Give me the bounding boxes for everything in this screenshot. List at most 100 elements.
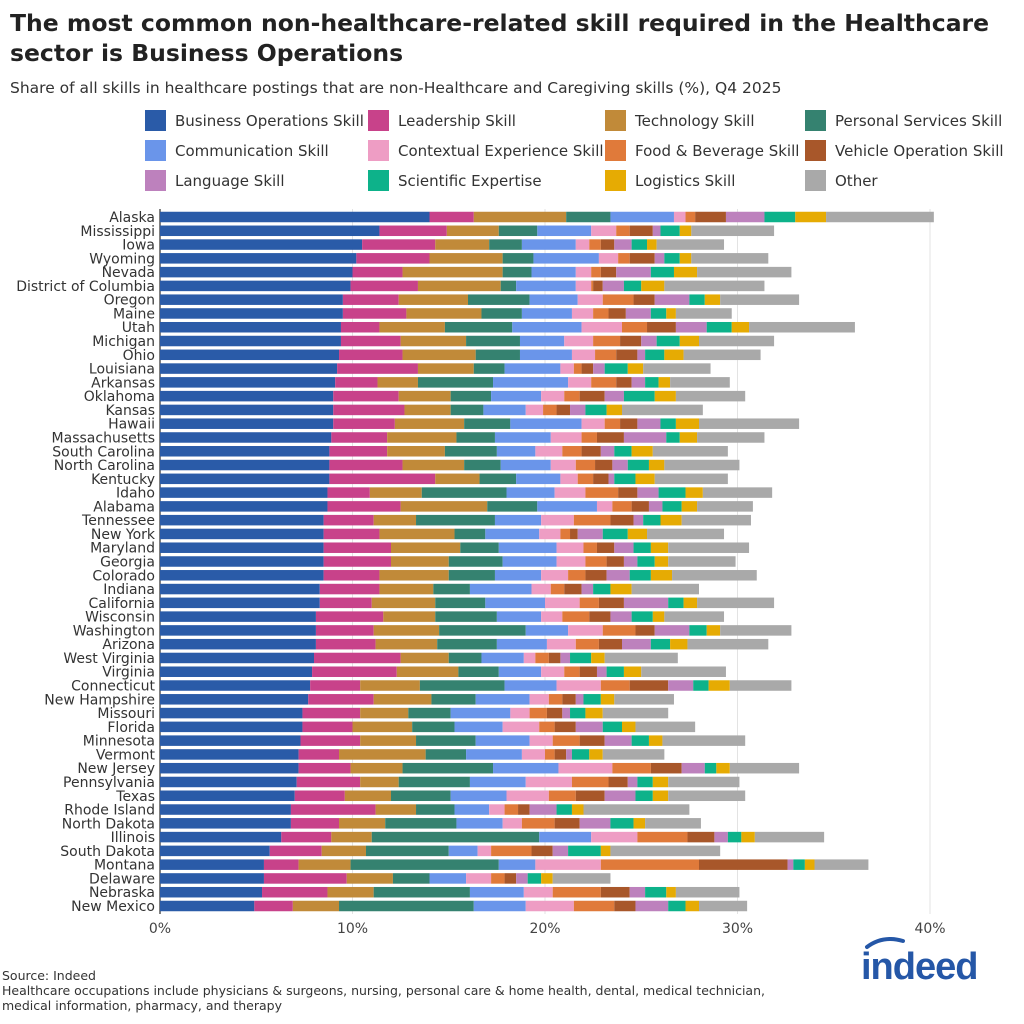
bar-segment (623, 666, 642, 677)
bar-segment (375, 638, 438, 650)
bar-segment (637, 349, 646, 361)
bar-segment (521, 818, 555, 829)
bar-segment (327, 501, 401, 512)
bar-segment (643, 363, 711, 374)
bar-segment (699, 418, 800, 429)
bar-segment (475, 694, 530, 705)
bar-segment (416, 735, 476, 746)
bar-segment (160, 459, 330, 471)
bar-segment (654, 556, 669, 567)
bar-segment (647, 528, 725, 540)
bar-segment (575, 694, 584, 705)
bar-segment (323, 542, 391, 553)
bar-segment (290, 804, 376, 815)
bar-segment (531, 266, 576, 278)
bar-segment (727, 831, 742, 843)
bar-segment (350, 762, 403, 774)
bar-segment (560, 363, 574, 374)
bar-segment (729, 762, 800, 774)
bar-segment (602, 625, 636, 636)
legend-swatch (805, 110, 826, 131)
bar-segment (339, 749, 426, 760)
bar-segment (629, 570, 651, 581)
bar-segment (392, 873, 430, 884)
bar-segment (500, 280, 517, 292)
bar-segment (429, 253, 503, 264)
bar-segment (406, 308, 482, 319)
bar-segment (360, 680, 420, 691)
bar-segment (502, 253, 534, 264)
bar-segment (616, 266, 651, 278)
bar-segment (741, 831, 755, 843)
legend-swatch (605, 110, 626, 131)
bar-segment (160, 735, 301, 746)
bar-segment (679, 432, 698, 443)
bar-segment (429, 211, 474, 223)
chart-subtitle: Share of all skills in healthcare postin… (10, 79, 782, 97)
bar-segment (539, 528, 561, 540)
bar-segment (614, 694, 674, 705)
bar-segment (570, 528, 578, 540)
bar-segment (731, 321, 750, 333)
bar-segment (623, 556, 638, 567)
bar-segment (556, 556, 586, 567)
bar-segment (668, 597, 684, 609)
category-label: Illinois (111, 830, 155, 846)
bar-segment (691, 253, 769, 264)
bar-segment (360, 707, 409, 719)
bar-segment (512, 321, 582, 333)
bar-segment (629, 886, 646, 898)
bar-segment (400, 335, 467, 347)
bar-segment (591, 831, 638, 843)
bar-segment (564, 666, 580, 677)
legend-swatch (368, 110, 389, 131)
bar-segment (606, 556, 624, 567)
bar-segment (448, 556, 503, 567)
bar-segment (333, 404, 405, 416)
bar-segment (298, 859, 351, 870)
bar-segment (485, 597, 545, 609)
category-label: Delaware (89, 871, 155, 887)
bar-segment (633, 818, 646, 829)
bar-segment (602, 294, 634, 305)
bar-segment (340, 321, 380, 333)
category-label: Ohio (123, 348, 155, 364)
bar-segment (612, 762, 651, 774)
bar-segment (612, 459, 628, 471)
bar-segment (404, 404, 451, 416)
legend-label: Scientific Expertise (398, 171, 542, 190)
bar-segment (604, 390, 624, 402)
bar-segment (321, 845, 366, 857)
bar-segment (516, 280, 576, 292)
legend-item: Other (805, 170, 878, 191)
bar-segment (435, 611, 497, 622)
legend-swatch (805, 140, 826, 161)
bar-segment (160, 694, 309, 705)
bar-segment (575, 638, 599, 650)
bar-segment (481, 308, 522, 319)
bar-segment (290, 818, 340, 829)
bar-segment (464, 459, 501, 471)
bar-segment (581, 418, 605, 429)
bar-segment (616, 349, 638, 361)
bar-segment (602, 721, 622, 733)
bar-segment (160, 625, 316, 636)
category-label: California (89, 596, 155, 612)
bar-segment (645, 377, 659, 388)
bar-segment (160, 501, 328, 512)
legend-swatch (145, 110, 166, 131)
bar-segment (521, 308, 572, 319)
bar-segment (398, 390, 451, 402)
bar-segment (466, 335, 520, 347)
bar-segment (675, 418, 699, 429)
bar-segment (323, 528, 380, 540)
bar-segment (666, 432, 680, 443)
bar-segment (645, 349, 665, 361)
bar-segment (754, 831, 825, 843)
bar-segment (579, 666, 597, 677)
bar-segment (554, 487, 586, 498)
bar-segment (583, 804, 690, 815)
bar-segment (160, 239, 363, 250)
legend-item: Scientific Expertise (368, 170, 542, 191)
bar-segment (160, 211, 430, 223)
